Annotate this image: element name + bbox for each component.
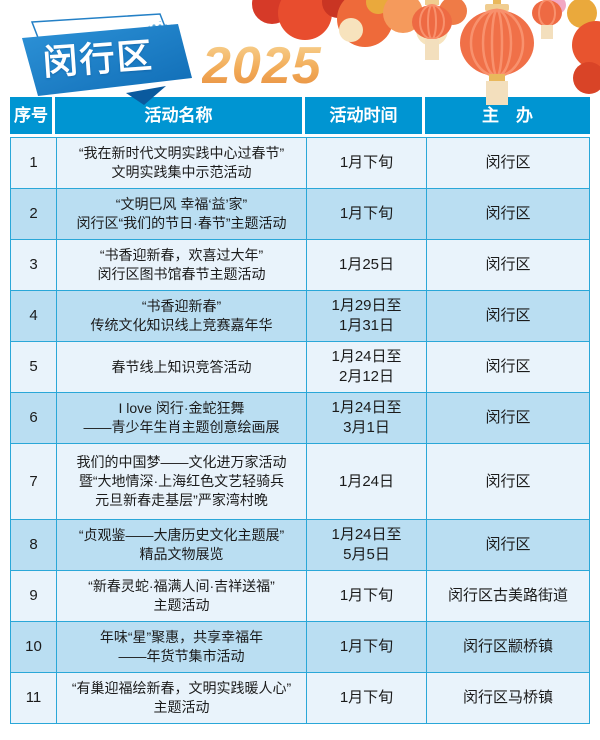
- row-no: 6: [11, 393, 56, 443]
- row-time: 1月25日: [306, 240, 426, 290]
- row-org: 闵行区古美路街道: [426, 571, 589, 621]
- table-row: 6 I love 闵行·金蛇狂舞 ——青少年生肖主题创意绘画展 1月24日至 3…: [11, 392, 589, 443]
- row-org: 闵行区马桥镇: [426, 673, 589, 723]
- row-no: 9: [11, 571, 56, 621]
- row-time: 1月24日至 3月1日: [306, 393, 426, 443]
- row-time: 1月下旬: [306, 673, 426, 723]
- row-name: “有巢迎福绘新春，文明实践暖人心” 主题活动: [56, 673, 306, 723]
- row-name: I love 闵行·金蛇狂舞 ——青少年生肖主题创意绘画展: [56, 393, 306, 443]
- lantern-small-icon: [412, 0, 452, 60]
- row-name: 年味“星”聚惠，共享幸福年 ——年货节集市活动: [56, 622, 306, 672]
- row-org: 闵行区: [426, 444, 589, 519]
- row-no: 11: [11, 673, 56, 723]
- row-name: 春节线上知识竞答活动: [56, 342, 306, 392]
- row-time: 1月下旬: [306, 138, 426, 188]
- row-org: 闵行区: [426, 189, 589, 239]
- row-no: 3: [11, 240, 56, 290]
- row-no: 7: [11, 444, 56, 519]
- header-no: 序号: [10, 97, 55, 134]
- lantern-large-icon: [460, 0, 534, 105]
- row-name: “我在新时代文明实践中心过春节” 文明实践集中示范活动: [56, 138, 306, 188]
- row-name: “贞观鉴——大唐历史文化主题展” 精品文物展览: [56, 520, 306, 570]
- hero-banner: 闵行区 2025: [0, 0, 600, 105]
- row-time: 1月29日至 1月31日: [306, 291, 426, 341]
- row-org: 闵行区: [426, 240, 589, 290]
- header-time: 活动时间: [305, 97, 425, 134]
- header-name: 活动名称: [55, 97, 305, 134]
- row-name: “书香迎新春，欢喜过大年” 闵行区图书馆春节主题活动: [56, 240, 306, 290]
- row-no: 1: [11, 138, 56, 188]
- row-time: 1月下旬: [306, 571, 426, 621]
- table-row: 7 我们的中国梦——文化进万家活动 暨“大地情深·上海红色文艺轻骑兵 元旦新春走…: [11, 443, 589, 519]
- row-name: 我们的中国梦——文化进万家活动 暨“大地情深·上海红色文艺轻骑兵 元旦新春走基层…: [56, 444, 306, 519]
- year-label: 2025: [202, 36, 352, 96]
- table-row: 8 “贞观鉴——大唐历史文化主题展” 精品文物展览 1月24日至 5月5日 闵行…: [11, 519, 589, 570]
- festive-decoration-icon: [252, 0, 600, 105]
- row-org: 闵行区: [426, 520, 589, 570]
- row-time: 1月下旬: [306, 622, 426, 672]
- row-name: “文明巳风 幸福‘益’家” 闵行区“我们的节日·春节”主题活动: [56, 189, 306, 239]
- row-org: 闵行区: [426, 138, 589, 188]
- row-no: 4: [11, 291, 56, 341]
- row-time: 1月下旬: [306, 189, 426, 239]
- activities-table: 序号 活动名称 活动时间 主 办 1 “我在新时代文明实践中心过春节” 文明实践…: [10, 97, 590, 724]
- table-row: 9 “新春灵蛇·福满人间·吉祥送福” 主题活动 1月下旬 闵行区古美路街道: [11, 570, 589, 621]
- table-row: 5 春节线上知识竞答活动 1月24日至 2月12日 闵行区: [11, 341, 589, 392]
- row-org: 闵行区: [426, 291, 589, 341]
- table-row: 4 “书香迎新春” 传统文化知识线上竞赛嘉年华 1月29日至 1月31日 闵行区: [11, 290, 589, 341]
- row-no: 10: [11, 622, 56, 672]
- table-row: 11 “有巢迎福绘新春，文明实践暖人心” 主题活动 1月下旬 闵行区马桥镇: [11, 672, 589, 723]
- lantern-tiny-icon: [532, 0, 562, 39]
- row-no: 5: [11, 342, 56, 392]
- table-row: 3 “书香迎新春，欢喜过大年” 闵行区图书馆春节主题活动 1月25日 闵行区: [11, 239, 589, 290]
- table-row: 10 年味“星”聚惠，共享幸福年 ——年货节集市活动 1月下旬 闵行区颛桥镇: [11, 621, 589, 672]
- row-no: 8: [11, 520, 56, 570]
- table-body: 1 “我在新时代文明实践中心过春节” 文明实践集中示范活动 1月下旬 闵行区 2…: [10, 137, 590, 724]
- row-time: 1月24日至 2月12日: [306, 342, 426, 392]
- row-name: “书香迎新春” 传统文化知识线上竞赛嘉年华: [56, 291, 306, 341]
- row-org: 闵行区: [426, 393, 589, 443]
- row-no: 2: [11, 189, 56, 239]
- table-row: 1 “我在新时代文明实践中心过春节” 文明实践集中示范活动 1月下旬 闵行区: [11, 138, 589, 188]
- table-row: 2 “文明巳风 幸福‘益’家” 闵行区“我们的节日·春节”主题活动 1月下旬 闵…: [11, 188, 589, 239]
- row-name: “新春灵蛇·福满人间·吉祥送福” 主题活动: [56, 571, 306, 621]
- row-time: 1月24日: [306, 444, 426, 519]
- row-org: 闵行区: [426, 342, 589, 392]
- row-time: 1月24日至 5月5日: [306, 520, 426, 570]
- district-title: 闵行区: [41, 36, 155, 83]
- district-ribbon-icon: [22, 13, 192, 105]
- row-org: 闵行区颛桥镇: [426, 622, 589, 672]
